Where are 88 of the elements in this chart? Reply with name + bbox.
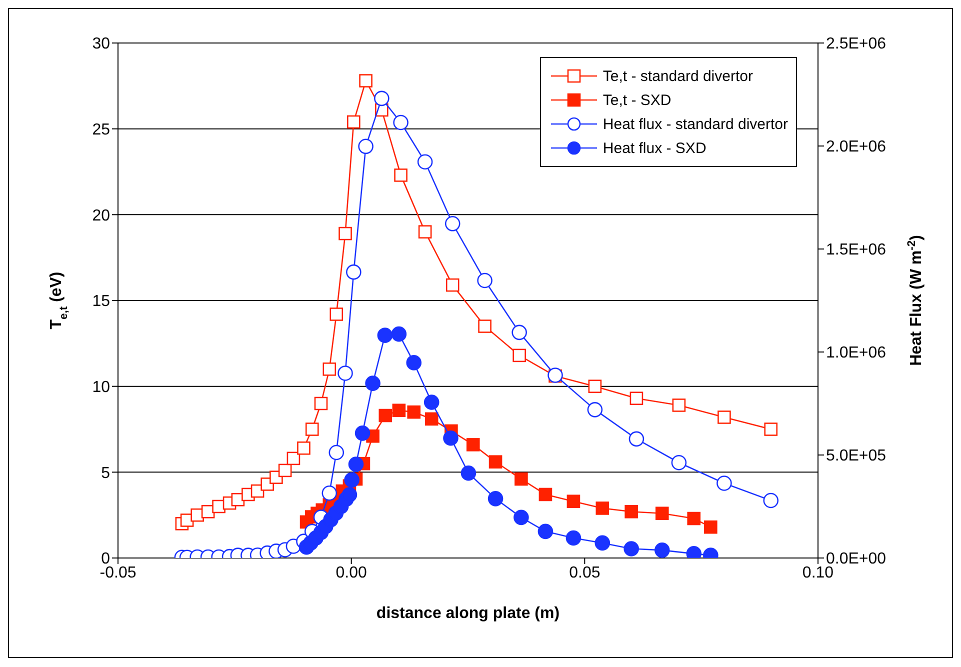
point	[424, 394, 440, 410]
point	[488, 491, 504, 506]
point	[347, 115, 360, 129]
x-tick-label: -0.05	[100, 564, 136, 582]
point	[488, 455, 502, 469]
point	[391, 326, 407, 342]
y-tick-label: 20	[92, 207, 110, 224]
point	[477, 272, 492, 288]
y-tick-label: 30	[92, 36, 110, 53]
point	[406, 355, 422, 370]
point	[354, 426, 370, 441]
point	[596, 502, 610, 515]
point	[514, 510, 529, 526]
point	[344, 472, 360, 488]
point	[716, 476, 732, 491]
y2-tick-label: 5.0E+05	[826, 448, 886, 465]
point	[655, 506, 669, 520]
point	[630, 392, 644, 405]
legend-label: Te,t - standard divertor	[602, 68, 753, 84]
y2-tick-label: 2.5E+06	[826, 36, 886, 53]
point	[672, 398, 686, 412]
point	[587, 402, 603, 418]
point	[444, 216, 460, 232]
point	[278, 464, 292, 478]
point	[718, 410, 731, 424]
y2-tick-label: 1.5E+06	[826, 242, 886, 259]
y-tick-label: 10	[92, 379, 110, 396]
point	[297, 441, 310, 455]
point	[358, 138, 374, 154]
y2-tick-label: 2.0E+06	[826, 138, 886, 156]
x-tick-label: 0.00	[336, 564, 368, 582]
point	[338, 226, 352, 240]
point	[466, 438, 480, 452]
point	[654, 542, 670, 558]
point	[348, 456, 364, 472]
point	[443, 430, 458, 446]
point	[374, 90, 390, 106]
point	[342, 487, 358, 502]
point	[687, 512, 701, 526]
point	[704, 520, 718, 534]
point	[424, 412, 438, 426]
point	[305, 422, 319, 436]
point	[330, 308, 344, 321]
point	[286, 452, 300, 466]
point	[566, 494, 580, 508]
point	[764, 422, 778, 436]
point	[322, 362, 336, 376]
point	[377, 328, 393, 343]
point	[588, 380, 602, 393]
point	[417, 154, 433, 170]
point	[514, 472, 528, 486]
point	[566, 530, 582, 546]
point	[407, 405, 421, 419]
legend-label: Te,t - SXD	[602, 92, 672, 108]
point	[322, 485, 338, 501]
point	[512, 348, 526, 362]
y-tick-label: 5	[101, 464, 110, 482]
x-tick-label: 0.10	[802, 564, 834, 582]
point	[460, 465, 476, 481]
point	[512, 324, 527, 340]
point	[359, 74, 372, 88]
legend-label: Heat flux - SXD	[602, 140, 706, 156]
point	[365, 376, 380, 391]
point	[418, 225, 432, 238]
y2-tick-label: 1.0E+06	[826, 344, 886, 362]
point	[314, 396, 328, 410]
point	[624, 541, 639, 556]
y-tick-label: 25	[92, 122, 110, 139]
point	[538, 488, 552, 502]
point	[392, 404, 406, 418]
y-tick-label: 15	[92, 293, 110, 310]
point	[338, 366, 353, 381]
point	[328, 444, 344, 460]
point	[346, 264, 362, 280]
legend-label: Heat flux - standard divertor	[602, 116, 788, 132]
point	[763, 492, 779, 508]
x-axis-title: distance along plate (m)	[376, 605, 560, 622]
x-tick-label: 0.05	[569, 564, 600, 582]
point	[624, 505, 638, 518]
point	[394, 168, 408, 182]
point	[393, 114, 408, 130]
point	[478, 320, 492, 333]
point	[538, 524, 554, 540]
point	[594, 535, 610, 551]
point	[378, 408, 392, 422]
point	[671, 454, 687, 470]
point	[628, 431, 644, 447]
point	[446, 278, 460, 292]
